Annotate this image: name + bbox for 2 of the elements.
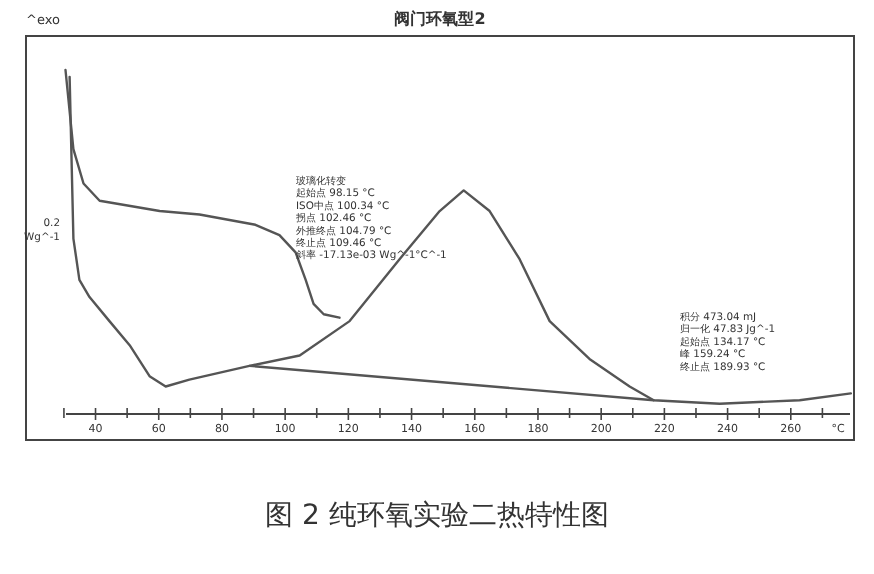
caption: 图 2 纯环氧实验二热特性图: [265, 500, 609, 532]
chart-title: 阀门环氧型2: [394, 8, 486, 28]
